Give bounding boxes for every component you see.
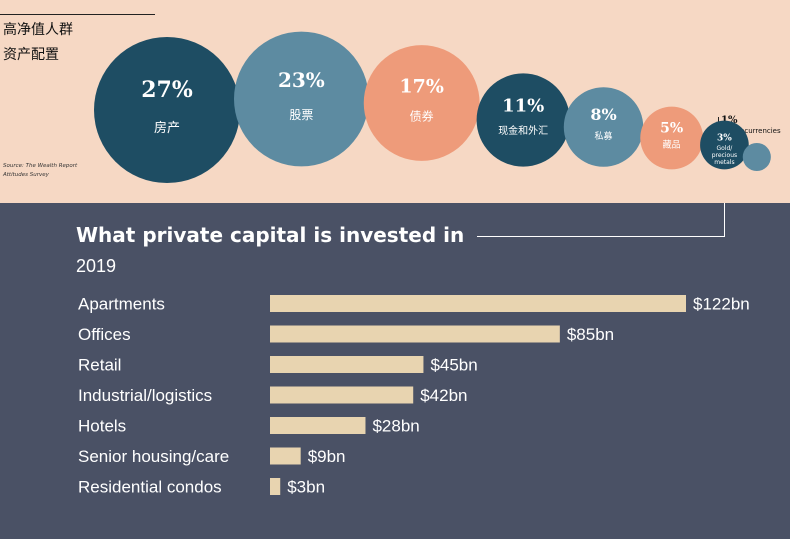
bubble-circle bbox=[476, 73, 570, 167]
chart-title: What private capital is invested in bbox=[76, 223, 465, 247]
bubble-circle bbox=[234, 31, 369, 167]
bubble-3: 17% 债券 bbox=[363, 45, 480, 161]
bubble-percent-label: 11% bbox=[502, 96, 544, 117]
bubble-circle bbox=[742, 142, 771, 172]
connector-horizontal bbox=[477, 236, 725, 237]
bubble-chart: 27% 房产 23% 股票 17% 债券 11% 现金和外汇 8% 私募 5% 藏品 3%Gold/pr… bbox=[94, 31, 771, 183]
bar bbox=[270, 478, 281, 495]
bar bbox=[270, 386, 414, 404]
top-title-line2: 资产配置 bbox=[3, 47, 59, 63]
bar-row: Retail $45bn bbox=[78, 356, 478, 375]
bar-category-label: Industrial/logistics bbox=[78, 386, 212, 405]
bubble-category-label: 股票 bbox=[289, 108, 313, 122]
bubble-category-label: 债券 bbox=[410, 108, 434, 123]
bubble-category-label: 房产 bbox=[154, 120, 180, 136]
bubble-circle bbox=[640, 106, 704, 170]
source-line2: Attitudes Survey bbox=[3, 172, 49, 178]
bar-value-label: $9bn bbox=[308, 447, 346, 466]
connector-vertical bbox=[724, 203, 725, 236]
chart-subtitle: 2019 bbox=[76, 256, 117, 276]
crypto-name: Cryptocurrencies bbox=[721, 127, 781, 135]
bar-category-label: Offices bbox=[78, 325, 131, 344]
bubble-2: 23% 股票 bbox=[234, 31, 369, 167]
bar-row: Apartments $122bn bbox=[78, 295, 750, 314]
bar-category-label: Senior housing/care bbox=[78, 447, 229, 466]
bubble-6: 5% 藏品 bbox=[640, 106, 704, 170]
bubble-5: 8% 私募 bbox=[563, 87, 644, 167]
bubble-circle bbox=[94, 37, 240, 183]
bubble-1: 27% 房产 bbox=[94, 37, 240, 183]
bubble-category-label: 现金和外汇 bbox=[498, 124, 548, 137]
bubble-8 bbox=[742, 142, 771, 172]
bar-value-label: $42bn bbox=[420, 386, 467, 405]
bar-value-label: $45bn bbox=[430, 356, 477, 375]
bubble-percent-label: 3% bbox=[717, 134, 732, 144]
top-title: 高净值人群 资产配置 bbox=[3, 18, 93, 68]
bubble-4: 11% 现金和外汇 bbox=[476, 73, 570, 167]
top-title-line1: 高净值人群 bbox=[3, 22, 73, 38]
bubble-category-label: 私募 bbox=[595, 130, 613, 142]
bar bbox=[270, 417, 366, 434]
bar bbox=[270, 356, 424, 373]
bar bbox=[270, 325, 560, 343]
bar-category-label: Apartments bbox=[78, 295, 165, 314]
bar-value-label: $122bn bbox=[693, 295, 750, 314]
crypto-label: 1% Cryptocurrencies bbox=[721, 116, 790, 136]
bubble-percent-label: 23% bbox=[278, 68, 325, 92]
bar bbox=[270, 447, 301, 465]
bar-row: Senior housing/care $9bn bbox=[78, 447, 346, 466]
bar-row: Residential condos $3bn bbox=[78, 478, 325, 497]
bar-category-label: Retail bbox=[78, 356, 121, 375]
bubble-circle bbox=[563, 87, 644, 167]
bubble-circle bbox=[700, 120, 749, 170]
top-rule bbox=[0, 14, 155, 15]
source-note: Source: The Wealth Report Attitudes Surv… bbox=[3, 162, 83, 180]
bubble-category-label: 藏品 bbox=[663, 138, 681, 150]
bar bbox=[270, 295, 686, 312]
source-line1: Source: The Wealth Report bbox=[3, 163, 78, 169]
bubble-percent-label: 8% bbox=[590, 105, 616, 124]
bubble-circle bbox=[363, 45, 480, 161]
bar-category-label: Hotels bbox=[78, 417, 126, 436]
bubble-category-label: Gold/ bbox=[717, 145, 734, 152]
bubble-percent-label: 17% bbox=[399, 76, 444, 98]
bubble-category-label: metals bbox=[714, 159, 734, 166]
bar-row: Offices $85bn bbox=[78, 325, 614, 344]
bar-row: Hotels $28bn bbox=[78, 417, 420, 436]
bubble-percent-label: 5% bbox=[660, 120, 683, 136]
bubble-percent-label: 27% bbox=[141, 77, 193, 103]
bar-value-label: $3bn bbox=[287, 478, 325, 497]
crypto-percent: 1% bbox=[721, 115, 738, 126]
bar-category-label: Residential condos bbox=[78, 478, 222, 497]
bar-row: Industrial/logistics $42bn bbox=[78, 386, 467, 405]
bar-value-label: $28bn bbox=[372, 417, 419, 436]
bubble-category-label: precious bbox=[712, 152, 737, 159]
bar-value-label: $85bn bbox=[567, 325, 614, 344]
